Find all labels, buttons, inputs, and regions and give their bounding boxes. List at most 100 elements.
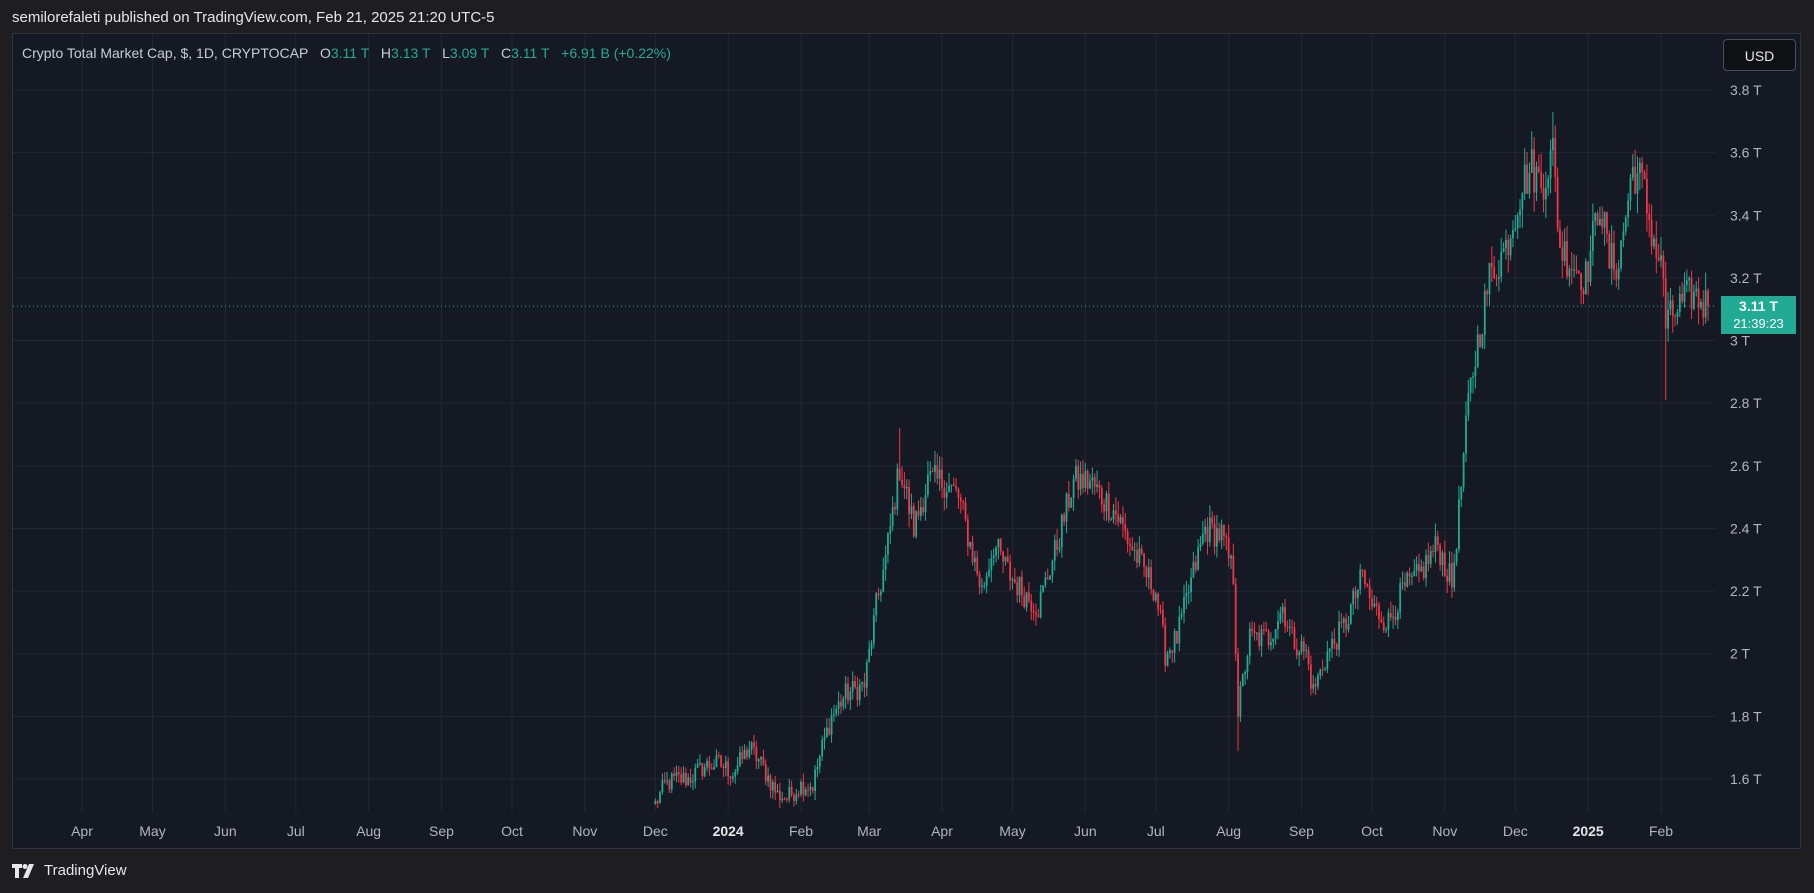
candle-body xyxy=(1277,621,1279,630)
candle-body xyxy=(1274,629,1277,639)
candle-body xyxy=(915,511,918,537)
candle-body xyxy=(1469,377,1472,393)
close-value: 3.11 T xyxy=(511,45,550,61)
candle-body xyxy=(715,755,718,768)
candle-body xyxy=(1110,519,1113,521)
candle-body xyxy=(1166,652,1169,666)
candle-body xyxy=(1366,583,1369,586)
candle-body xyxy=(842,698,845,707)
candle-body xyxy=(1025,592,1028,608)
candle-body xyxy=(983,585,986,587)
candle-body xyxy=(1427,555,1430,564)
y-tick-label: 1.8 T xyxy=(1730,708,1762,724)
candle-body xyxy=(1070,497,1073,508)
candle-body xyxy=(816,766,819,770)
candle-body xyxy=(1199,543,1202,548)
candle-body xyxy=(917,511,920,516)
candle-body xyxy=(1500,251,1503,278)
candle-body xyxy=(1039,591,1042,618)
candle-body xyxy=(1382,622,1385,631)
candle-body xyxy=(750,742,753,750)
candle-body xyxy=(1340,621,1343,623)
candle-body xyxy=(1140,548,1143,554)
candle-body xyxy=(656,801,659,804)
candle-body xyxy=(1403,582,1406,587)
candle-body xyxy=(706,761,708,768)
candle-body xyxy=(1009,561,1012,581)
tradingview-logo[interactable]: TradingView xyxy=(12,862,127,879)
candle-body xyxy=(1002,551,1004,562)
candle-body xyxy=(800,781,802,795)
candle-body xyxy=(1053,540,1056,561)
candle-body xyxy=(1458,499,1460,550)
candle-body xyxy=(938,469,941,479)
candle-body xyxy=(1093,477,1096,487)
candle-body xyxy=(1302,641,1305,652)
candle-body xyxy=(1347,623,1350,630)
candle-body xyxy=(675,772,678,777)
candle-body xyxy=(694,767,697,782)
candle-body xyxy=(743,749,746,760)
candle-body xyxy=(1620,240,1622,269)
candle-body xyxy=(997,538,1000,548)
candle-body xyxy=(1305,650,1308,652)
candle-body xyxy=(1321,669,1324,671)
candle-body xyxy=(1448,563,1451,582)
candle-body xyxy=(764,764,767,782)
x-tick-label: Sep xyxy=(429,823,454,839)
x-tick-label: 2024 xyxy=(713,823,744,839)
candle-body xyxy=(1512,229,1514,239)
candle-body xyxy=(1232,555,1235,585)
x-tick-label: May xyxy=(139,823,165,839)
candle-body xyxy=(1338,621,1340,650)
candle-body xyxy=(1373,603,1376,607)
candle-body xyxy=(1544,187,1547,200)
candle-body xyxy=(1669,300,1672,310)
candle-body xyxy=(727,761,730,777)
candle-body xyxy=(1248,628,1251,657)
candle-body xyxy=(1439,545,1442,565)
candle-body xyxy=(1535,166,1538,193)
candle-body xyxy=(1171,650,1174,653)
candle-body xyxy=(654,801,657,805)
close-label: C xyxy=(500,45,512,61)
candle-body xyxy=(1255,632,1258,634)
candle-body xyxy=(760,757,762,760)
open-label: O xyxy=(319,45,331,61)
chart-pane[interactable] xyxy=(12,33,1801,849)
candle-body xyxy=(1361,569,1364,571)
candle-body xyxy=(1396,612,1399,621)
candle-body xyxy=(985,575,988,586)
candle-body xyxy=(1528,172,1531,194)
candle-body xyxy=(1145,566,1148,578)
x-tick-label: Mar xyxy=(857,823,881,839)
candle-body xyxy=(1331,638,1333,649)
candle-body xyxy=(818,756,821,767)
candle-body xyxy=(821,740,824,757)
candle-body xyxy=(757,759,760,762)
candle-body xyxy=(872,615,875,644)
candle-body xyxy=(1211,517,1214,524)
candle-body xyxy=(1655,238,1658,258)
candle-body xyxy=(1077,465,1080,490)
candle-body xyxy=(1096,484,1098,487)
candle-body xyxy=(1117,513,1120,523)
candle-body xyxy=(1023,595,1026,608)
candle-body xyxy=(1634,166,1637,194)
y-tick-label: 2.6 T xyxy=(1730,458,1762,474)
candle-body xyxy=(753,742,755,747)
candle-body xyxy=(1359,569,1362,590)
candle-body xyxy=(677,772,680,775)
candle-body xyxy=(889,526,892,534)
candle-body xyxy=(919,507,922,516)
candle-body xyxy=(854,681,856,688)
candle-body xyxy=(708,761,711,769)
x-tick-label: Sep xyxy=(1289,823,1314,839)
candle-body xyxy=(1399,583,1402,613)
candle-body xyxy=(1089,480,1091,489)
candle-body xyxy=(1049,575,1051,580)
currency-button[interactable]: USD xyxy=(1723,39,1796,71)
candle-body xyxy=(1476,334,1479,367)
candle-body xyxy=(1474,366,1477,377)
